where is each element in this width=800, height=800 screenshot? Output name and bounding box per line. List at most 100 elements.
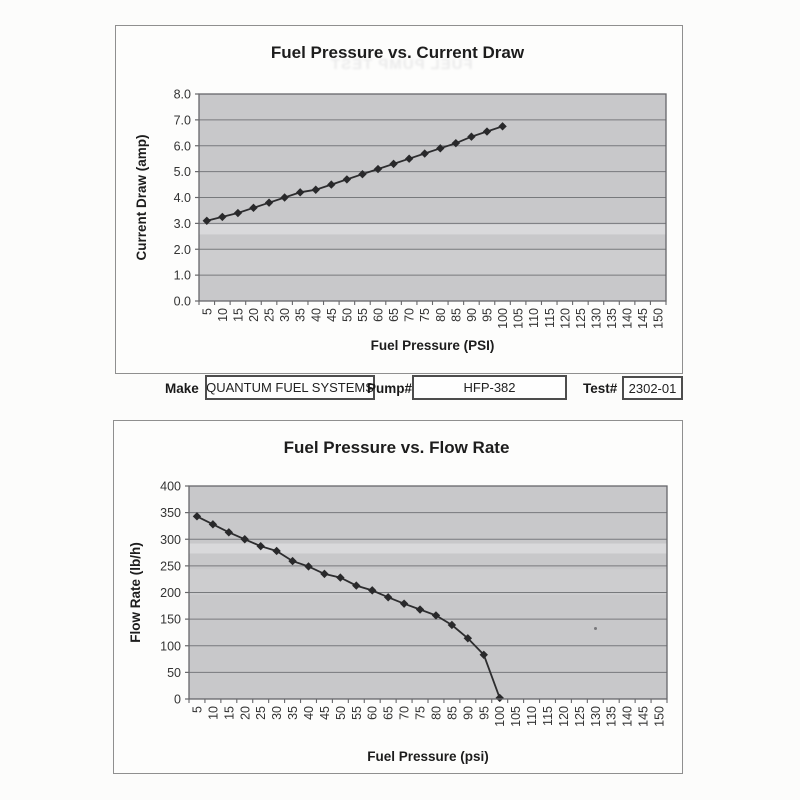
x-tick-label: 145	[636, 308, 650, 329]
data-point	[264, 198, 274, 207]
x-tick-label: 105	[509, 706, 523, 727]
y-tick-label: 6.0	[174, 139, 191, 153]
x-tick-label: 15	[222, 706, 236, 720]
x-tick-label: 125	[573, 706, 587, 727]
x-tick-label: 40	[309, 308, 323, 322]
data-point	[202, 216, 211, 225]
x-tick-label: 115	[543, 308, 557, 328]
data-point	[311, 185, 320, 194]
data-point	[482, 127, 492, 136]
test-number-label: Test#	[583, 381, 618, 396]
y-tick-label: 2.0	[174, 243, 191, 257]
y-axis-title: Flow Rate (lb/h)	[128, 542, 143, 643]
data-point	[342, 175, 352, 184]
x-tick-label: 100	[493, 706, 507, 727]
scan-streak	[199, 224, 666, 235]
y-tick-label: 50	[167, 666, 181, 680]
make-value: QUANTUM FUEL SYSTEMS	[206, 380, 374, 395]
data-point	[420, 149, 429, 158]
y-tick-label: 5.0	[174, 165, 191, 179]
fuel-pressure-vs-flow-rate-chart: 0 50 100 150 200 250 300 350 400 5 10 15 20 25 30 35 40 4…	[128, 438, 668, 764]
x-tick-label: 45	[318, 706, 332, 720]
pump-number-label: Pump#	[367, 381, 413, 396]
x-tick-label: 35	[286, 706, 300, 720]
y-tick-label: 300	[160, 533, 181, 547]
x-tick-label: 80	[434, 308, 448, 322]
x-tick-label: 55	[356, 308, 370, 322]
data-point	[389, 159, 398, 169]
y-tick-label: 250	[160, 559, 181, 573]
y-tick-label: 1.0	[174, 269, 191, 283]
scan-speck	[594, 627, 597, 630]
x-tick-label: 135	[605, 308, 619, 329]
data-point	[399, 599, 409, 608]
y-tick-label: 0.0	[174, 295, 191, 309]
x-tick-label: 95	[477, 706, 491, 720]
plot-border	[188, 485, 668, 700]
x-tick-label: 115	[541, 706, 555, 726]
x-tick-label: 65	[387, 308, 401, 322]
scan-streak	[189, 569, 667, 596]
x-tick-label: 5	[200, 308, 214, 315]
x-tick-label: 130	[589, 308, 603, 329]
x-tick-label: 15	[231, 308, 245, 322]
data-point	[327, 180, 336, 189]
x-tick-label: 45	[325, 308, 339, 322]
scan-streak	[199, 249, 666, 276]
x-tick-label: 135	[605, 706, 619, 727]
test-number-value-box: 2302-01	[622, 376, 683, 400]
x-tick-label: 40	[302, 706, 316, 720]
x-tick-label: 10	[216, 308, 230, 322]
x-tick-label: 10	[206, 706, 220, 720]
x-tick-label: 25	[254, 706, 268, 720]
pump-number-value-box: HFP-382	[412, 375, 567, 400]
data-point	[451, 138, 461, 148]
x-tick-label: 85	[449, 308, 463, 322]
data-point	[218, 212, 227, 222]
x-tick-label: 60	[366, 706, 380, 720]
x-tick-label: 75	[418, 308, 432, 322]
test-number-value: 2302-01	[628, 380, 677, 396]
y-tick-label: 350	[160, 506, 181, 520]
y-tick-label: 150	[160, 613, 181, 627]
x-tick-label: 90	[465, 308, 479, 322]
chart-title: Fuel Pressure vs. Flow Rate	[284, 438, 510, 457]
x-tick-label: 140	[621, 706, 635, 727]
x-axis-title: Fuel Pressure (psi)	[367, 749, 489, 764]
x-tick-label: 120	[557, 706, 571, 727]
x-tick-label: 140	[621, 308, 635, 329]
data-point	[249, 203, 258, 213]
x-tick-label: 30	[278, 308, 292, 322]
y-tick-label: 200	[160, 586, 181, 600]
x-tick-label: 55	[350, 706, 364, 720]
data-point	[368, 586, 377, 595]
x-tick-label: 110	[527, 308, 541, 328]
flow-rate-chart-panel: 0 50 100 150 200 250 300 350 400 5 10 15 20 25 30 35 40 4…	[113, 420, 683, 774]
x-tick-label: 95	[480, 308, 494, 322]
y-tick-label: 400	[160, 480, 181, 494]
x-tick-label: 145	[637, 706, 651, 727]
x-tick-label: 110	[525, 706, 539, 726]
chart-title: Fuel Pressure vs. Current Draw	[271, 43, 525, 62]
x-tick-label: 100	[496, 308, 510, 329]
fuel-pressure-vs-current-draw-chart: 0.0 1.0 2.0 3.0 4.0 5.0 6.0 7.0 8.0 5 10 15 20 25 30 35…	[134, 43, 667, 353]
x-tick-label: 50	[340, 308, 354, 322]
x-tick-label: 120	[558, 308, 572, 329]
plot-border	[198, 93, 667, 302]
x-tick-label: 130	[589, 706, 603, 727]
x-axis-title: Fuel Pressure (PSI)	[371, 338, 495, 353]
data-point	[467, 132, 476, 141]
x-tick-label: 75	[414, 706, 428, 720]
make-label: Make	[165, 381, 199, 396]
x-tick-label: 65	[382, 706, 396, 720]
make-value-box: QUANTUM FUEL SYSTEMS	[205, 375, 375, 400]
x-tick-label: 20	[238, 706, 252, 720]
current-draw-chart-panel: 0.0 1.0 2.0 3.0 4.0 5.0 6.0 7.0 8.0 5 10 15 20 25 30 35…	[115, 25, 683, 374]
x-tick-label: 85	[445, 706, 459, 720]
data-point	[373, 164, 383, 174]
x-tick-label: 20	[247, 308, 261, 322]
y-tick-label: 7.0	[174, 113, 191, 127]
data-point	[233, 208, 243, 218]
data-point	[295, 188, 305, 197]
